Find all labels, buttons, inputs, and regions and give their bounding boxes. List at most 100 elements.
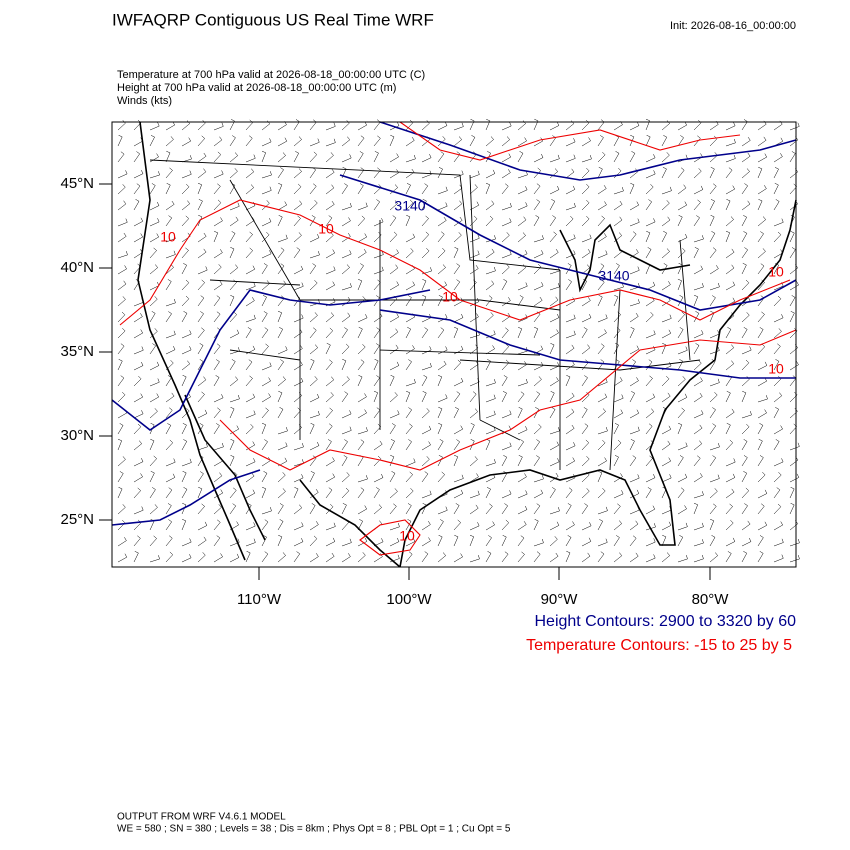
wind-barb <box>549 283 560 291</box>
wind-barb <box>549 487 556 499</box>
wind-barb <box>757 455 764 467</box>
wind-barb <box>709 359 716 371</box>
wind-barb <box>405 199 414 211</box>
wind-barb <box>613 187 624 195</box>
wind-barb <box>773 439 780 451</box>
wind-barb <box>117 504 126 515</box>
wind-barb <box>405 183 411 195</box>
wind-barb <box>661 281 671 291</box>
wind-barb <box>629 377 639 387</box>
wind-barb <box>629 266 640 275</box>
wind-barb <box>661 440 671 451</box>
wind-barb <box>357 233 368 243</box>
wind-barb <box>757 136 767 147</box>
wind-barb <box>725 551 732 563</box>
wind-barb <box>469 170 480 179</box>
wind-barb <box>213 199 222 211</box>
wind-barb <box>517 455 523 467</box>
wind-barb <box>293 247 301 259</box>
wind-barb <box>389 169 399 179</box>
wind-barb <box>757 535 764 547</box>
wind-barb <box>533 118 539 131</box>
wind-barb <box>229 311 238 323</box>
wind-barb <box>405 488 414 499</box>
wind-barb <box>117 120 126 131</box>
wind-barb <box>245 393 256 403</box>
wind-barb <box>165 392 175 403</box>
wind-barb <box>357 519 364 531</box>
wind-barb <box>661 552 671 563</box>
wind-barb <box>581 313 592 323</box>
wind-barb <box>613 409 624 419</box>
wind-barb <box>501 202 512 211</box>
wind-barb <box>405 551 413 563</box>
wind-barb <box>277 137 288 147</box>
wind-barb <box>597 233 607 243</box>
wind-barb <box>645 423 653 435</box>
wind-barb <box>133 506 144 515</box>
wind-barb <box>277 519 284 531</box>
wind-barb <box>693 455 701 467</box>
wind-barb <box>389 488 398 499</box>
wind-barb <box>165 121 176 131</box>
wind-barb <box>181 554 192 563</box>
wind-barb <box>517 521 527 531</box>
wind-barb <box>789 423 798 435</box>
wind-barb <box>437 346 448 355</box>
wind-barb <box>389 328 399 339</box>
wind-barb <box>565 185 576 195</box>
wind-barb <box>357 121 368 131</box>
wind-barb <box>677 278 682 291</box>
wind-barb <box>405 214 411 227</box>
wind-barb <box>245 489 256 499</box>
wind-barb <box>485 459 496 467</box>
wind-barb <box>565 330 576 339</box>
wind-barb <box>437 394 448 403</box>
wind-barb <box>789 183 798 195</box>
wind-barb <box>261 393 271 403</box>
wind-barb <box>165 136 174 147</box>
wind-barb <box>533 263 542 275</box>
wind-barb <box>213 394 224 403</box>
wind-barb <box>709 392 718 403</box>
wind-barb <box>373 473 384 483</box>
wind-barb <box>533 199 541 211</box>
wind-barb <box>117 553 128 563</box>
wind-barb <box>693 491 704 499</box>
wind-barb <box>229 279 237 291</box>
wind-barb <box>133 199 140 211</box>
wind-barb <box>725 503 733 515</box>
wind-barb <box>533 282 544 291</box>
wind-barb <box>629 299 640 307</box>
wind-barb <box>293 345 303 355</box>
wind-barb <box>197 536 207 547</box>
wind-barb <box>645 487 652 499</box>
wind-barb <box>213 472 223 483</box>
wind-barb <box>149 504 158 515</box>
wind-barb <box>741 423 750 435</box>
wind-barb <box>309 422 315 435</box>
wind-barb <box>405 248 414 259</box>
wind-barb <box>741 503 748 515</box>
wind-barb <box>501 442 512 451</box>
wind-barb <box>357 215 366 227</box>
wind-barb <box>501 122 512 131</box>
wind-barb <box>261 343 269 355</box>
wind-barb <box>453 313 464 323</box>
wind-barb <box>117 328 126 339</box>
wind-barb <box>741 279 750 291</box>
wind-barb <box>421 471 429 483</box>
wind-barb <box>117 486 123 499</box>
wind-barb <box>293 183 302 195</box>
temperature-contour-label: 10 <box>318 221 334 237</box>
wind-barb <box>661 152 670 163</box>
wind-barb <box>437 534 443 547</box>
wind-barb <box>229 135 236 147</box>
map: 3140 3140 10 10 10 10 10 10 <box>111 118 800 568</box>
wind-barb <box>693 522 704 531</box>
wind-barb <box>261 250 272 259</box>
wind-barb <box>709 474 720 483</box>
wind-barb <box>197 391 205 403</box>
wind-barb <box>725 439 734 451</box>
wind-barb <box>485 312 494 323</box>
